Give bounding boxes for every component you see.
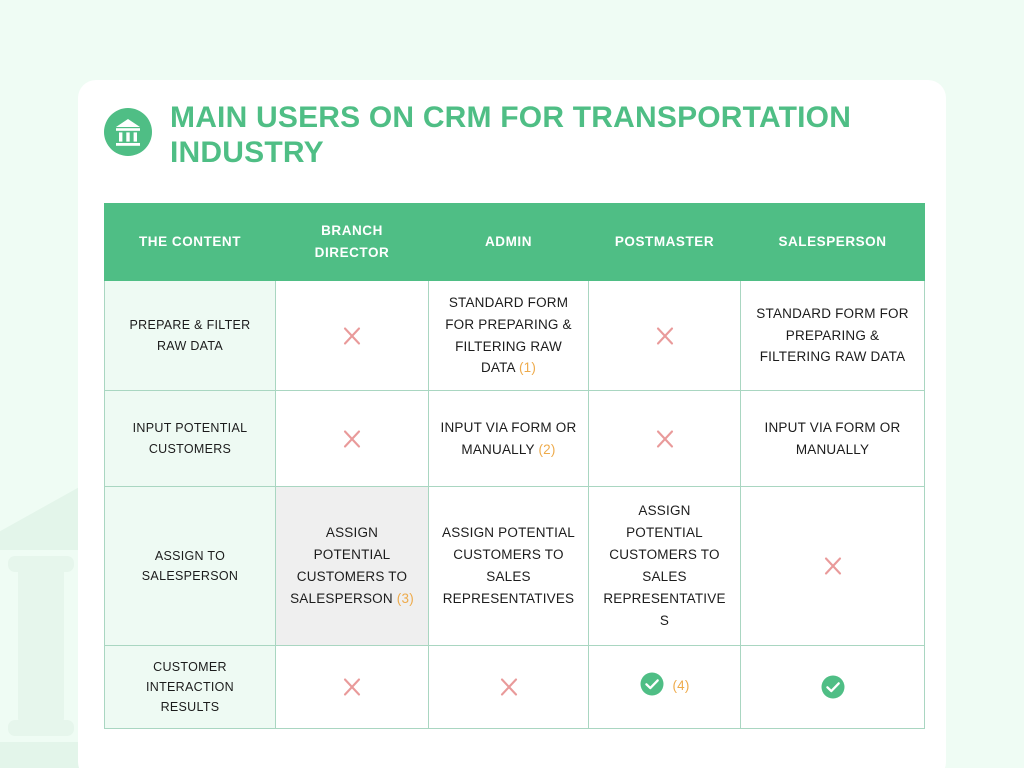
cross-icon xyxy=(656,326,673,345)
column-header-content[interactable]: THE CONTENT xyxy=(104,203,276,281)
table-body: PREPARE & FILTER RAW DATA STANDARD FORM F… xyxy=(104,280,925,729)
cell-admin[interactable]: ASSIGN POTENTIAL CUSTOMERS TO SALES REPR… xyxy=(428,486,589,646)
row-label-cell: INPUT POTENTIAL CUSTOMERS xyxy=(104,390,276,487)
cell-note: (1) xyxy=(518,360,537,376)
cell-postmaster[interactable]: ASSIGN POTENTIAL CUSTOMERS TO SALES REPR… xyxy=(588,486,741,646)
row-label-cell: PREPARE & FILTER RAW DATA xyxy=(104,280,276,391)
cell-text: ASSIGN POTENTIAL CUSTOMERS TO SALES REPR… xyxy=(442,525,575,606)
cell-text: STANDARD FORM FOR PREPARING & FILTERING … xyxy=(756,305,909,365)
title-block: MAIN USERS ON CRM FOR TRANSPORTATION IND… xyxy=(104,100,924,171)
column-header-branch[interactable]: BRANCH DIRECTOR xyxy=(275,203,429,281)
cross-icon xyxy=(500,678,517,696)
cell-branch[interactable]: ASSIGN POTENTIAL CUSTOMERS TO SALESPERSO… xyxy=(275,486,429,646)
table-header-row: THE CONTENT BRANCH DIRECTOR ADMIN POSTMA… xyxy=(104,203,925,281)
table-row: INPUT POTENTIAL CUSTOMERS INPUT VIA FORM … xyxy=(104,390,925,487)
cell-salesperson[interactable] xyxy=(740,486,925,646)
cell-salesperson[interactable] xyxy=(740,645,925,729)
cross-icon xyxy=(656,429,673,448)
bank-building-icon xyxy=(104,108,152,156)
cell-postmaster[interactable]: (4) xyxy=(588,645,741,729)
crm-users-matrix-table: THE CONTENT BRANCH DIRECTOR ADMIN POSTMA… xyxy=(104,203,925,729)
table-row: ASSIGN TO SALESPERSON ASSIGN POTENTIAL CU… xyxy=(104,486,925,646)
check-circle-icon xyxy=(821,675,844,699)
cell-postmaster[interactable] xyxy=(588,280,741,391)
cell-note: (2) xyxy=(538,441,556,457)
cell-text: ASSIGN POTENTIAL CUSTOMERS TO SALESPERSO… xyxy=(290,525,414,606)
cell-text: INPUT VIA FORM OR MANUALLY (2) xyxy=(440,419,577,457)
cell-branch[interactable] xyxy=(275,280,429,391)
page-title: MAIN USERS ON CRM FOR TRANSPORTATION IND… xyxy=(170,101,852,170)
cell-text: STANDARD FORM FOR PREPARING & FILTERING … xyxy=(445,294,572,376)
table-row: CUSTOMER INTERACTION RESULTS (4) xyxy=(104,645,925,729)
cell-admin[interactable] xyxy=(428,645,589,729)
cell-salesperson[interactable]: INPUT VIA FORM OR MANUALLY xyxy=(740,390,925,487)
cell-branch[interactable] xyxy=(275,390,429,487)
cross-icon xyxy=(343,678,361,696)
check-circle-icon xyxy=(640,672,664,696)
cross-icon xyxy=(343,326,361,345)
table-row: PREPARE & FILTER RAW DATA STANDARD FORM F… xyxy=(104,280,925,391)
cell-salesperson[interactable]: STANDARD FORM FOR PREPARING & FILTERING … xyxy=(740,280,925,391)
cell-branch[interactable] xyxy=(275,645,429,729)
column-header-salesperson[interactable]: SALESPERSON xyxy=(740,203,925,281)
cross-icon xyxy=(824,557,841,575)
column-header-postmaster[interactable]: POSTMASTER xyxy=(588,203,741,281)
row-label-cell: ASSIGN TO SALESPERSON xyxy=(104,486,276,646)
cell-postmaster[interactable] xyxy=(588,390,741,487)
cell-text: INPUT VIA FORM OR MANUALLY xyxy=(764,419,901,457)
cell-admin[interactable]: STANDARD FORM FOR PREPARING & FILTERING … xyxy=(428,280,589,391)
column-header-admin[interactable]: ADMIN xyxy=(428,203,589,281)
cross-icon xyxy=(343,429,361,448)
table-header: THE CONTENT BRANCH DIRECTOR ADMIN POSTMA… xyxy=(104,203,925,281)
cell-note: (4) xyxy=(672,677,690,693)
mark-with-note: (4) xyxy=(639,671,689,697)
cell-admin[interactable]: INPUT VIA FORM OR MANUALLY (2) xyxy=(428,390,589,487)
cell-text: ASSIGN POTENTIAL CUSTOMERS TO SALES REPR… xyxy=(603,503,726,628)
row-label-cell: CUSTOMER INTERACTION RESULTS xyxy=(104,645,276,729)
cell-note: (3) xyxy=(396,590,414,606)
